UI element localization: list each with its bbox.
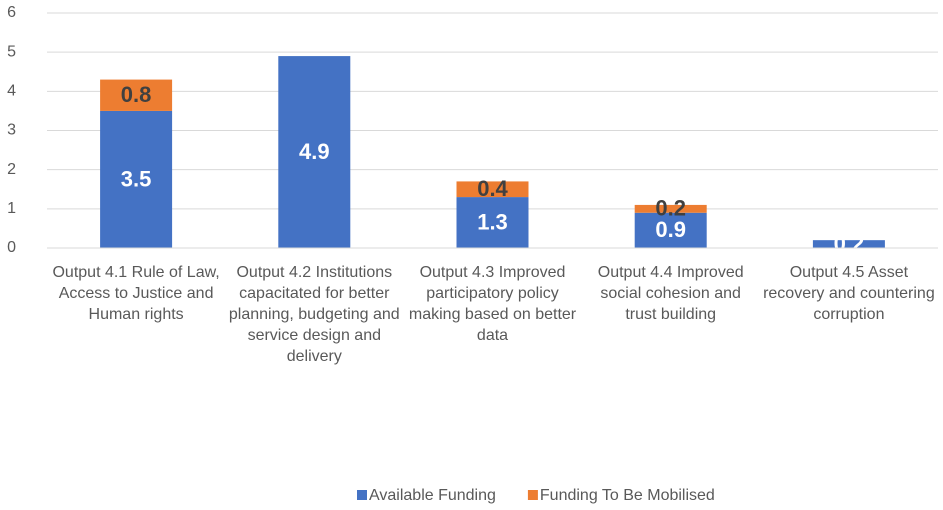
legend-swatch bbox=[357, 490, 367, 500]
bar-segment bbox=[634, 212, 707, 248]
y-tick-label: 4 bbox=[7, 83, 16, 100]
legend-label: Available Funding bbox=[369, 487, 496, 504]
data-label: 0.9 bbox=[655, 217, 686, 242]
data-label: 3.5 bbox=[121, 166, 152, 191]
bar-segment bbox=[100, 110, 173, 249]
legend-label: Funding To Be Mobilised bbox=[540, 487, 715, 504]
y-tick-label: 1 bbox=[7, 200, 16, 217]
x-tick-label: Output 4.1 Rule of Law, Access to Justic… bbox=[52, 264, 220, 323]
data-label: 1.3 bbox=[477, 209, 508, 234]
y-tick-label: 5 bbox=[7, 43, 16, 60]
bar-segment bbox=[456, 181, 529, 198]
y-tick-label: 3 bbox=[7, 122, 16, 139]
data-label: 0.4 bbox=[477, 176, 508, 201]
data-label: 0.2 bbox=[834, 231, 865, 256]
data-label: 0.8 bbox=[121, 82, 152, 107]
x-tick-label: Output 4.4 Improved social cohesion and … bbox=[597, 264, 744, 323]
x-tick-label: Output 4.5 Asset recovery and countering… bbox=[763, 264, 935, 323]
x-tick-label: Output 4.2 Institutions capacitated for … bbox=[228, 264, 400, 365]
bar-segment bbox=[456, 197, 529, 248]
legend-swatch bbox=[527, 490, 538, 500]
y-tick-label: 0 bbox=[7, 239, 16, 256]
y-tick-label: 2 bbox=[7, 161, 16, 178]
x-tick-label: Output 4.3 Improved participatory policy… bbox=[408, 264, 577, 344]
data-label: 0.2 bbox=[655, 196, 686, 221]
bar-segment bbox=[634, 204, 707, 213]
bar-segment bbox=[278, 56, 351, 249]
bar-segment bbox=[100, 79, 173, 111]
bar-segment bbox=[812, 240, 885, 248]
y-tick-label: 6 bbox=[7, 4, 16, 21]
data-label: 4.9 bbox=[299, 139, 330, 164]
